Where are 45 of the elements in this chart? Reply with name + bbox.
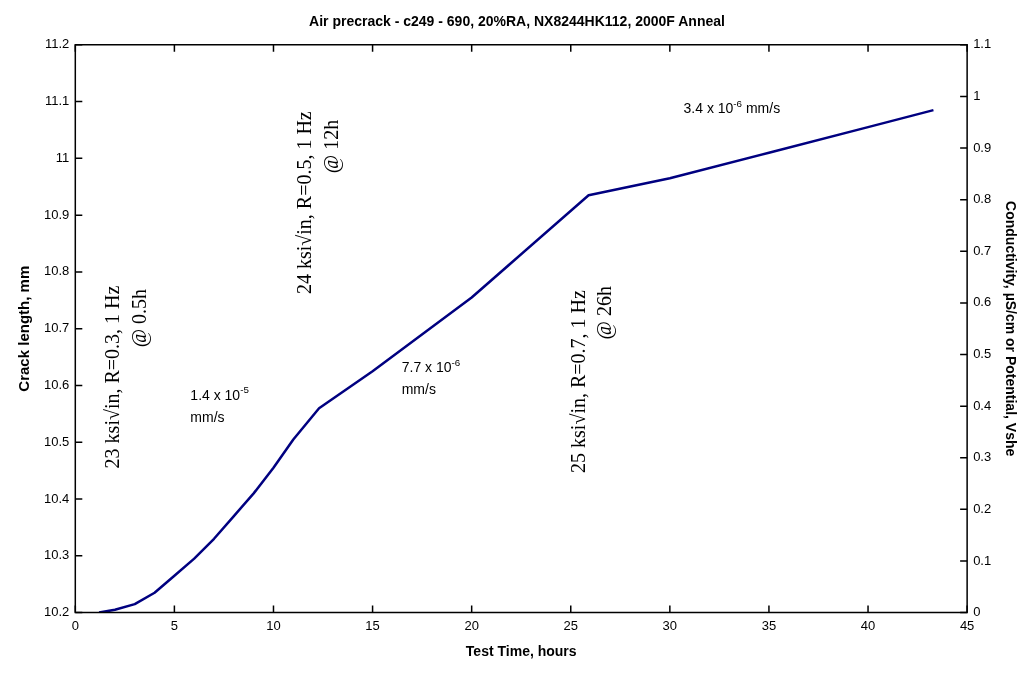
y2-tick-label: 0.2 — [973, 500, 992, 516]
y-tick-label: 10.9 — [43, 206, 70, 222]
y-tick-label: 10.3 — [43, 547, 70, 563]
y-tick-label: 10.7 — [43, 320, 70, 336]
y2-tick-label: 0.7 — [973, 242, 992, 258]
y2-tick-label: 1 — [973, 88, 981, 103]
x-tick-label: 25 — [563, 617, 578, 633]
y2-axis-title: Conductivity, µS/cm or Potential, Vshe — [1002, 201, 1019, 457]
annotation: @ 12h — [320, 119, 344, 174]
x-tick-label: 45 — [959, 617, 975, 633]
y2-tick-label: 1.1 — [973, 36, 992, 52]
annotation: @ 26h — [593, 286, 617, 340]
annotation: mm/s — [190, 409, 225, 426]
y2-tick-label: 0.1 — [973, 552, 992, 568]
annotation: 23 ksi√in, R=0.3, 1 Hz — [100, 285, 123, 469]
x-tick-label: 0 — [71, 617, 79, 633]
y2-tick-label: 0.8 — [973, 191, 992, 207]
chart-title: Air precrack - c249 - 690, 20%RA, NX8244HK112, 2000F Anneal — [309, 13, 725, 30]
y-tick-label: 10.6 — [43, 377, 70, 393]
y-tick-label: 10.8 — [43, 263, 70, 279]
y2-tick-label: 0.3 — [973, 449, 992, 465]
y-axis-title: Crack length, mm — [15, 265, 33, 392]
annotation: 24 ksi√in, R=0.5, 1 Hz — [292, 111, 315, 295]
annotation: 25 ksi√in, R=0.7, 1 Hz — [567, 289, 590, 473]
x-tick-label: 5 — [170, 617, 179, 633]
x-tick-label: 15 — [365, 617, 380, 633]
y2-tick-label: 0.4 — [973, 397, 992, 413]
y-tick-label: 10.5 — [43, 433, 70, 449]
y2-tick-label: 0 — [973, 604, 981, 620]
annotation: @ 0.5h — [127, 288, 151, 348]
y-tick-label: 11 — [55, 149, 70, 165]
x-tick-label: 10 — [266, 617, 281, 633]
x-tick-label: 35 — [761, 617, 777, 633]
y2-tick-label: 0.5 — [973, 346, 992, 362]
y-tick-label: 11.2 — [44, 36, 70, 52]
annotation: mm/s — [401, 381, 436, 398]
x-tick-label: 30 — [662, 617, 678, 633]
y-tick-label: 10.4 — [43, 490, 70, 506]
x-tick-label: 40 — [860, 617, 876, 633]
y-tick-label: 11.1 — [44, 93, 70, 109]
y2-tick-label: 0.6 — [973, 294, 992, 310]
y-tick-label: 10.2 — [43, 604, 70, 620]
x-tick-label: 20 — [464, 617, 479, 633]
y2-tick-label: 0.9 — [973, 139, 992, 155]
x-axis-title: Test Time, hours — [465, 643, 577, 660]
